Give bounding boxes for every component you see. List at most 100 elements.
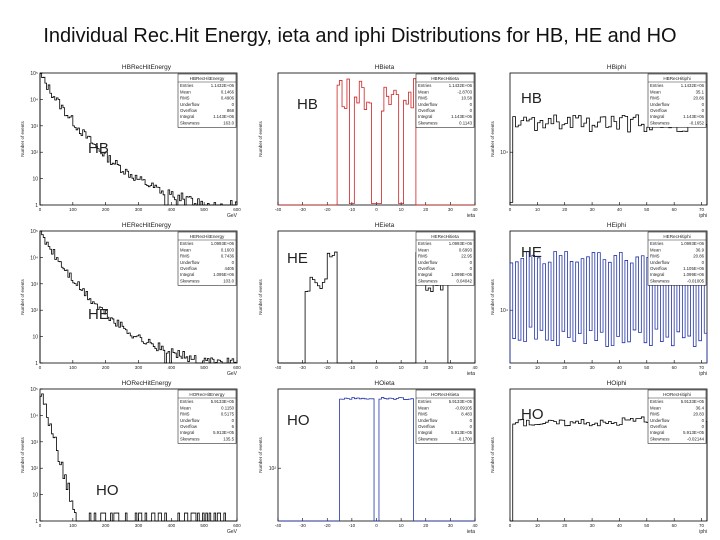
detector-label-hb-ieta: HB — [297, 96, 318, 113]
stats-key: RMS — [650, 254, 660, 259]
stats-key: Mean — [650, 89, 661, 94]
stats-value: 22.95 — [461, 254, 472, 259]
stats-key: Underflow — [650, 260, 670, 265]
stats-key: Entries — [418, 241, 431, 246]
stats-key: Overflow — [418, 108, 436, 113]
stats-key: Entries — [650, 241, 663, 246]
stats-key: Mean — [650, 405, 661, 410]
stats-value: 0 — [470, 418, 473, 423]
stats-title: HERecHitEnergy — [190, 234, 225, 239]
x-tick-label: 30 — [448, 365, 454, 370]
plot-he-energy: HERecHitEnergy Number of events GeV 0 100 200… — [18, 218, 241, 377]
stats-value: 0 — [470, 108, 473, 113]
stats-key: Overflow — [180, 108, 198, 113]
histogram-title: HBieta — [375, 64, 395, 71]
x-tick-label: 40 — [472, 207, 478, 212]
x-tick-label: 0 — [375, 207, 378, 212]
x-tick-label: 10 — [535, 207, 541, 212]
x-tick-label: 500 — [200, 365, 208, 370]
x-tick-label: 0 — [509, 207, 512, 212]
y-tick-label: 1 — [35, 519, 38, 525]
stats-value: 0 — [470, 424, 473, 429]
stats-value: 0.6993 — [459, 247, 473, 252]
x-tick-label: 60 — [672, 365, 678, 370]
stats-title: HBRecHitEnergy — [190, 76, 225, 81]
stats-title: HORecHitiphi — [663, 392, 691, 397]
stats-box: HBRecHitEnergy Entries 1.1432E+06 Mean 0.146… — [177, 73, 237, 128]
histogram-title: HEiphi — [607, 222, 626, 229]
histogram-bins — [39, 230, 238, 364]
stats-key: Integral — [180, 272, 194, 277]
stats-key: Integral — [650, 430, 664, 435]
x-tick-label: 600 — [233, 523, 241, 528]
y-tick-label: 10⁴ — [500, 308, 508, 314]
x-tick-label: 400 — [168, 365, 176, 370]
y-tick-label: 10⁴ — [30, 255, 38, 261]
x-tick-label: 0 — [375, 523, 378, 528]
x-tick-label: -40 — [275, 523, 282, 528]
x-tick-label: 600 — [233, 365, 241, 370]
plot-hb-iphi: HBiphi Number of events iphi 0 10 20 30 40 50 60 7… — [488, 60, 710, 219]
stats-box-frame — [177, 73, 237, 128]
x-tick-label: 30 — [590, 365, 596, 370]
stats-box: HORecHitEnergy Entries 5.9133E+05 Mean 0.115… — [177, 389, 237, 444]
stats-value: 0.1603 — [221, 247, 235, 252]
stats-value: 1.099E+06 — [683, 272, 705, 277]
x-tick-label: 0 — [39, 523, 42, 528]
stats-value: 0 — [470, 102, 473, 107]
stats-key: Underflow — [180, 102, 200, 107]
stats-key: Integral — [418, 114, 432, 119]
stats-value: 36.4 — [696, 405, 705, 410]
stats-value: 6 — [232, 424, 235, 429]
histogram-svg: HEiphi Number of events iphi 0 10 20 30 40 50 60 7… — [490, 222, 708, 377]
stats-key: Entries — [418, 399, 431, 404]
stats-key: Integral — [418, 430, 432, 435]
x-tick-label: 70 — [699, 207, 705, 212]
plot-hb-energy: HBRecHitEnergy Number of events GeV 0 100 200… — [18, 60, 241, 219]
stats-value: 135.5 — [223, 436, 234, 441]
detector-label-ho-iphi: HO — [521, 406, 544, 423]
stats-key: Underflow — [180, 260, 200, 265]
stats-value: 0 — [232, 418, 235, 423]
detector-label-he-iphi: HE — [521, 244, 542, 261]
stats-title: HBRecHitieta — [431, 76, 459, 81]
y-tick-label: 10³ — [31, 282, 39, 288]
x-tick-label: 200 — [102, 523, 110, 528]
y-tick-label: 10 — [32, 335, 38, 341]
plot-ho-ieta: HOieta Number of events ieta -40 -30 -20 -10 0 1… — [256, 376, 478, 535]
stats-key: Mean — [180, 247, 191, 252]
detector-label-he-ieta: HE — [287, 250, 308, 267]
x-axis-label: GeV — [227, 529, 238, 535]
stats-key: Skewness — [180, 278, 200, 283]
stats-value: 0.1143 — [459, 120, 472, 125]
stats-box-frame — [177, 231, 237, 286]
stats-key: Underflow — [418, 260, 438, 265]
x-tick-label: 50 — [644, 365, 650, 370]
x-axis-label: GeV — [227, 371, 238, 377]
y-axis-label: Number of events — [258, 120, 263, 156]
histogram-title: HEieta — [375, 222, 395, 229]
stats-key: Overflow — [418, 266, 436, 271]
y-tick-label: 1 — [35, 203, 38, 209]
x-tick-label: 40 — [472, 523, 478, 528]
stats-key: Underflow — [650, 418, 670, 423]
x-tick-label: 10 — [399, 523, 405, 528]
stats-value: 8.483 — [461, 412, 472, 417]
stats-value: 5.9133E+05 — [681, 399, 705, 404]
stats-value: 5.913E+05 — [683, 430, 705, 435]
stats-key: RMS — [418, 412, 428, 417]
stats-key: Entries — [180, 399, 193, 404]
y-tick-label: 10⁵ — [30, 387, 38, 393]
stats-key: Mean — [650, 247, 661, 252]
y-axis-label: Number of events — [258, 436, 263, 472]
stats-key: Skewness — [418, 436, 438, 441]
stats-key: Overflow — [180, 424, 198, 429]
histogram-svg: HOiphi Number of events iphi 0 10 20 30 40 50 60 7… — [490, 380, 708, 535]
histogram-title: HOieta — [374, 380, 395, 387]
stats-box-frame — [647, 389, 707, 444]
stats-value: -0.1652 — [689, 120, 704, 125]
stats-key: Mean — [418, 89, 429, 94]
stats-value: 1.143E+06 — [451, 114, 473, 119]
